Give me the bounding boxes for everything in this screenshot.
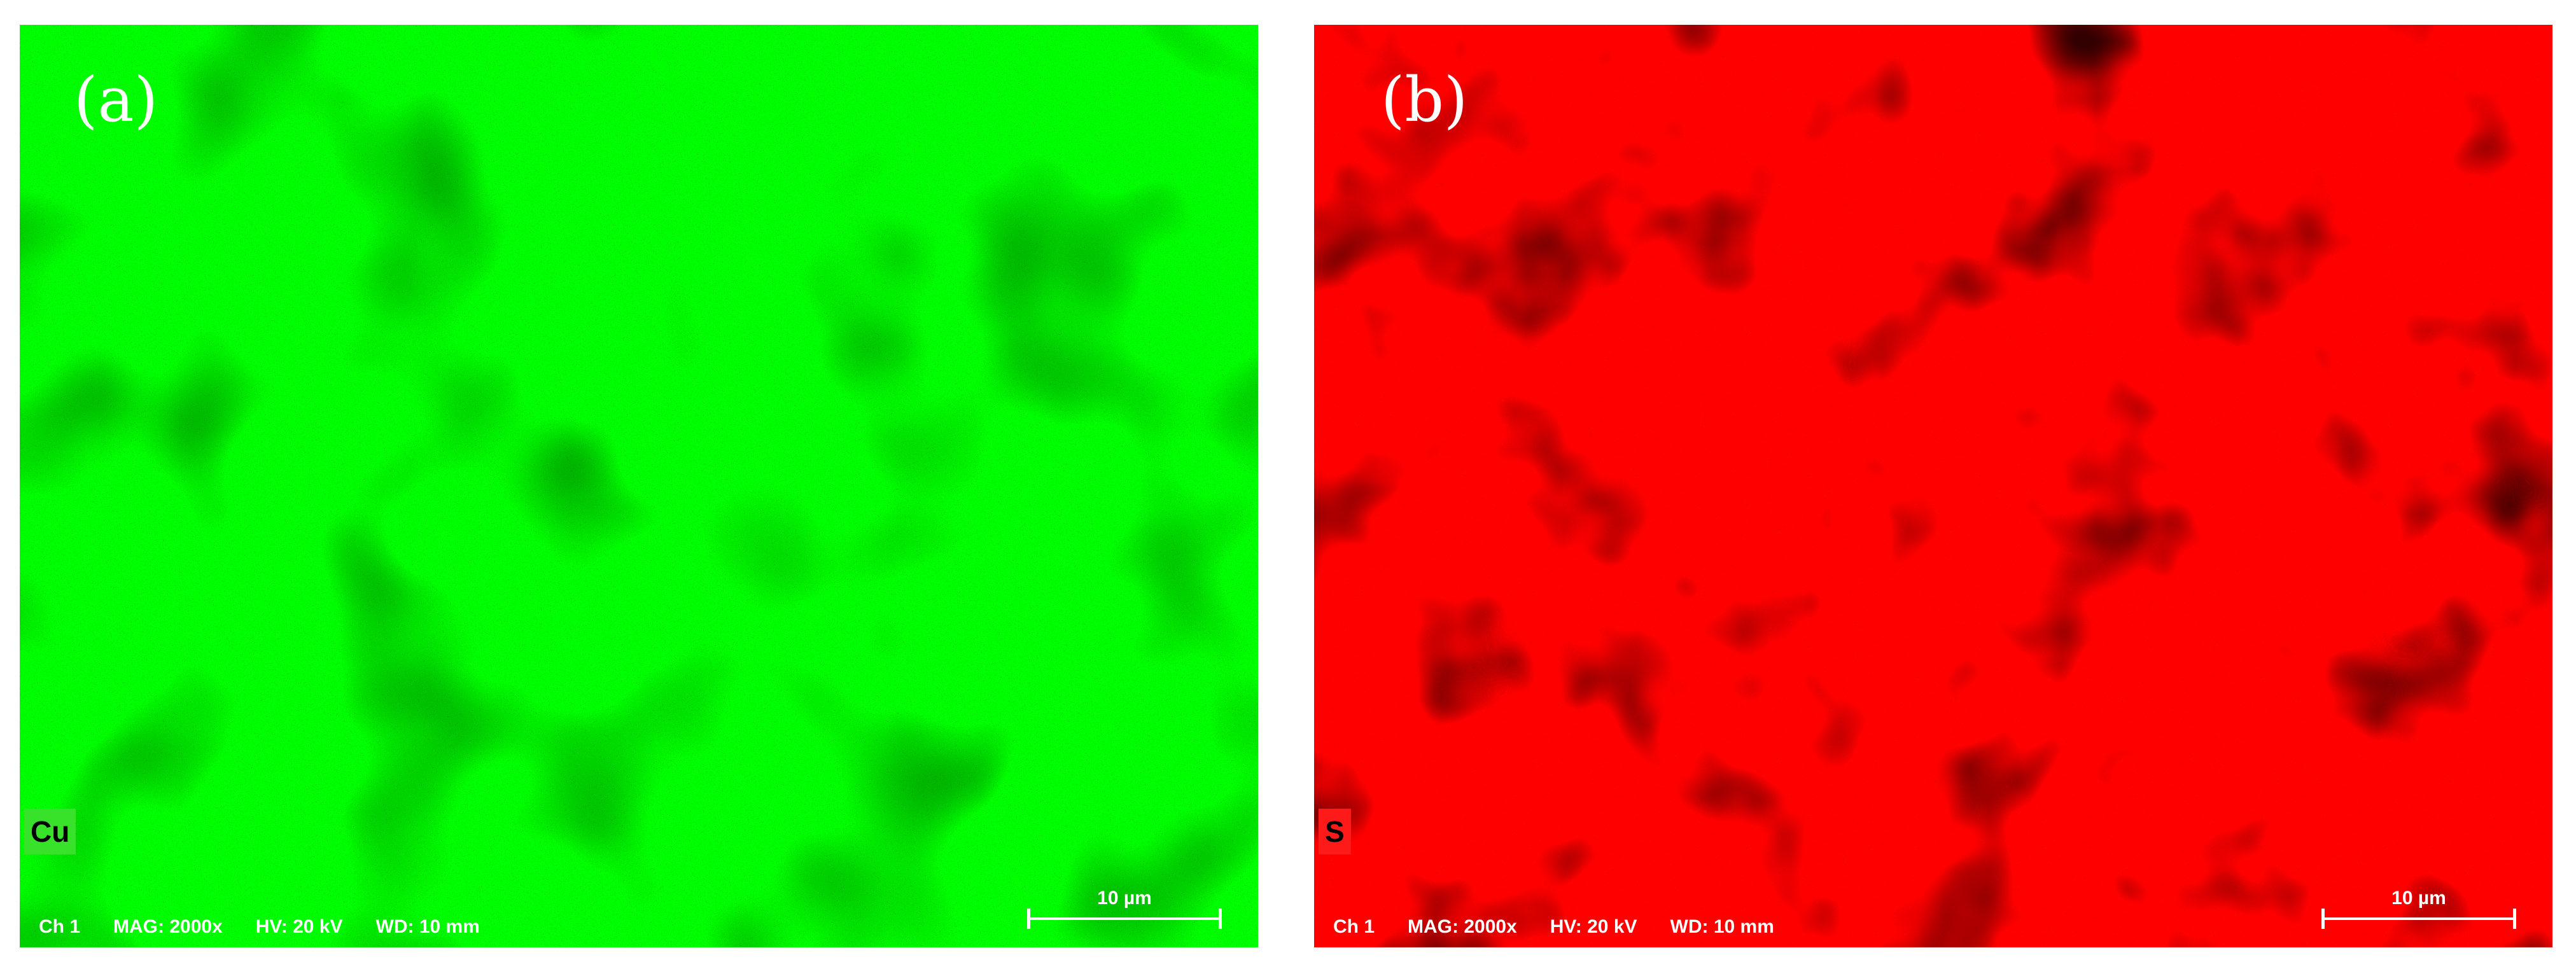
s-element-map-image [1314, 25, 2552, 947]
scale-bar-left-tick [2321, 909, 2325, 929]
scale-bar: 10 µm [1027, 887, 1222, 931]
scale-bar-right-tick [1219, 909, 1222, 929]
scale-bar-left-tick [1027, 909, 1030, 929]
scale-bar: 10 µm [2321, 887, 2516, 931]
cu-element-map-image [20, 25, 1258, 947]
panel-label-a: (a) [74, 64, 158, 136]
scale-bar-line [1027, 917, 1222, 920]
magnification-text: MAG: 2000x [113, 916, 223, 937]
channel-text: Ch 1 [39, 916, 81, 937]
acquisition-info-bar: Ch 1 MAG: 2000x HV: 20 kV WD: 10 mm [1333, 916, 1807, 938]
voltage-text: HV: 20 kV [255, 916, 343, 937]
working-distance-text: WD: 10 mm [1670, 916, 1774, 937]
scale-bar-right-tick [2513, 909, 2516, 929]
scale-bar-label: 10 µm [2391, 888, 2446, 909]
panel-label-b: (b) [1381, 64, 1468, 136]
acquisition-info-bar: Ch 1 MAG: 2000x HV: 20 kV WD: 10 mm [39, 916, 513, 938]
magnification-text: MAG: 2000x [1408, 916, 1517, 937]
channel-text: Ch 1 [1333, 916, 1375, 937]
scale-bar-line [2321, 917, 2516, 920]
s-eds-map-panel: (b) S Ch 1 MAG: 2000x HV: 20 kV WD: 10 mm 1… [1314, 25, 2552, 947]
scale-bar-label: 10 µm [1097, 888, 1152, 909]
element-badge-s: S [1319, 809, 1351, 854]
cu-eds-map-panel: (a) Cu Ch 1 MAG: 2000x HV: 20 kV WD: 10 mm … [20, 25, 1258, 947]
voltage-text: HV: 20 kV [1550, 916, 1637, 937]
element-badge-cu: Cu [24, 809, 76, 854]
working-distance-text: WD: 10 mm [375, 916, 480, 937]
